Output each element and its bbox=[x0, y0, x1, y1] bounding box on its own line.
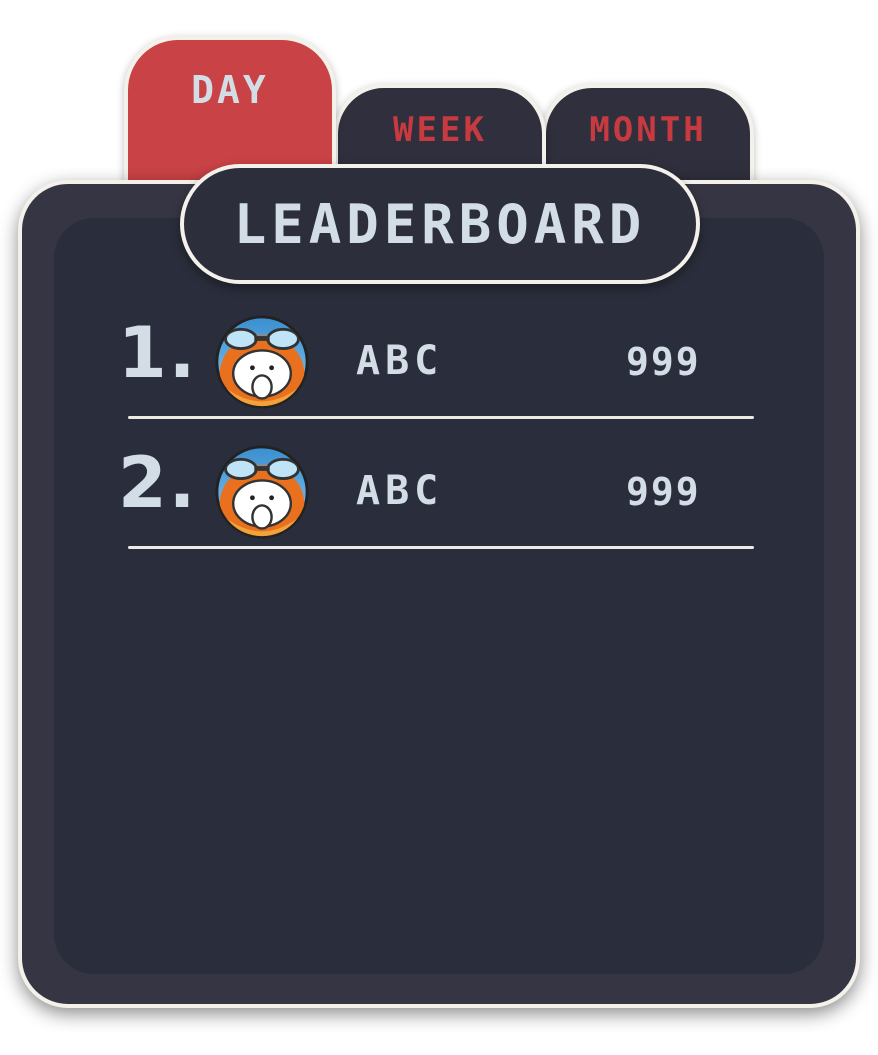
page-title: LEADERBOARD bbox=[233, 192, 647, 256]
rank-number: 2. bbox=[118, 442, 198, 524]
row-divider bbox=[128, 546, 754, 549]
player-score: 999 bbox=[626, 340, 701, 384]
tab-week-label: WEEK bbox=[393, 110, 487, 150]
tab-day-label: DAY bbox=[191, 68, 269, 112]
rank-number: 1. bbox=[118, 312, 198, 394]
leaderboard-row: 1. ABC 999 bbox=[118, 306, 758, 419]
tab-month-label: MONTH bbox=[589, 110, 707, 150]
player-name: ABC bbox=[356, 468, 444, 514]
player-score: 999 bbox=[626, 470, 701, 514]
pilot-avatar-icon bbox=[215, 315, 309, 409]
pilot-avatar-icon bbox=[215, 445, 309, 539]
row-divider bbox=[128, 416, 754, 419]
leaderboard-panel-inner bbox=[54, 218, 824, 974]
leaderboard-row: 2. ABC 999 bbox=[118, 436, 758, 549]
title-banner: LEADERBOARD bbox=[180, 164, 700, 284]
player-name: ABC bbox=[356, 338, 444, 384]
leaderboard-panel bbox=[18, 180, 860, 1008]
